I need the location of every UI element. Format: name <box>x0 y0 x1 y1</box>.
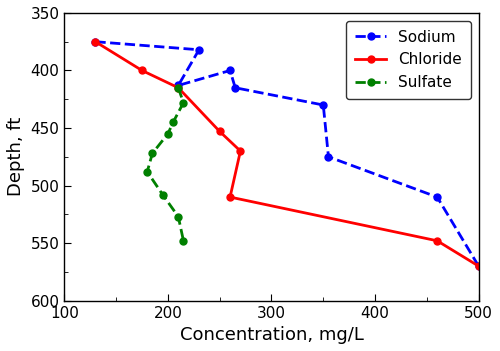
Sulfate <box>170 120 176 124</box>
Chloride <box>92 40 98 44</box>
Sulfate <box>180 239 186 243</box>
Chloride <box>176 86 182 90</box>
Chloride <box>434 239 440 243</box>
Chloride <box>227 195 233 199</box>
Sodium <box>227 68 233 73</box>
Chloride <box>139 68 145 73</box>
Sodium <box>434 195 440 199</box>
Sodium <box>320 103 326 107</box>
Sulfate <box>165 132 171 136</box>
Sodium <box>476 264 482 268</box>
Line: Sulfate: Sulfate <box>144 84 187 244</box>
X-axis label: Concentration, mg/L: Concentration, mg/L <box>180 326 364 344</box>
Chloride <box>476 264 482 268</box>
Line: Chloride: Chloride <box>92 38 482 270</box>
Sulfate <box>150 151 156 155</box>
Sodium <box>232 86 238 90</box>
Sodium <box>326 155 332 159</box>
Sulfate <box>180 101 186 105</box>
Sulfate <box>176 214 182 219</box>
Sulfate <box>176 86 182 90</box>
Chloride <box>216 130 222 134</box>
Legend: Sodium, Chloride, Sulfate: Sodium, Chloride, Sulfate <box>346 21 471 99</box>
Sulfate <box>160 193 166 197</box>
Sodium <box>92 40 98 44</box>
Sulfate <box>144 170 150 174</box>
Line: Sodium: Sodium <box>92 38 482 270</box>
Sodium <box>176 83 182 87</box>
Y-axis label: Depth, ft: Depth, ft <box>7 117 25 197</box>
Sodium <box>196 48 202 52</box>
Chloride <box>238 149 244 153</box>
